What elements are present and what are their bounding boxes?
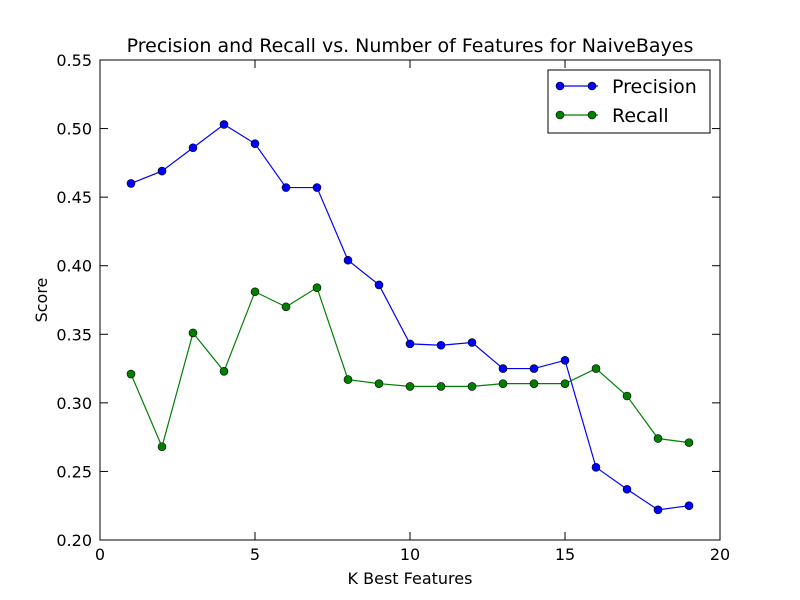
x-tick-label: 20 xyxy=(710,545,730,564)
point-recall-11 xyxy=(436,382,446,391)
point-precision-13 xyxy=(498,364,508,373)
y-tick-label: 0.30 xyxy=(56,394,92,413)
point-precision-3 xyxy=(188,143,198,153)
point-precision-5 xyxy=(250,139,260,148)
point-precision-8 xyxy=(343,255,353,265)
point-recall-14 xyxy=(529,379,539,388)
point-recall-1 xyxy=(126,369,136,379)
legend-label-recall: Recall xyxy=(612,105,669,127)
point-recall-6 xyxy=(281,302,291,312)
point-precision-1 xyxy=(126,179,136,188)
legend-frame xyxy=(547,69,711,134)
x-tick-label: 0 xyxy=(95,545,105,564)
point-precision-6 xyxy=(281,183,291,192)
series-layer xyxy=(126,120,694,515)
y-tick-label: 0.35 xyxy=(56,325,92,344)
y-tick-label: 0.45 xyxy=(56,188,92,207)
point-precision-2 xyxy=(157,166,167,176)
legend-marker-right-precision xyxy=(587,81,597,91)
y-tick-label: 0.55 xyxy=(56,51,92,70)
legend-marker-left-recall xyxy=(555,110,565,120)
point-precision-14 xyxy=(529,364,539,373)
chart-title: Precision and Recall vs. Number of Featu… xyxy=(127,35,694,57)
x-tick-label: 5 xyxy=(250,545,260,564)
x-tick-label: 10 xyxy=(400,545,420,564)
axis-layer: 0 5 10 15 20 0.20 0.25 0.30 0.35 0.40 0.45 0.50 0.55 xyxy=(56,51,730,564)
point-precision-12 xyxy=(467,338,477,347)
legend-label-precision: Precision xyxy=(612,76,697,98)
point-precision-10 xyxy=(405,339,415,349)
point-recall-19 xyxy=(684,438,694,447)
point-precision-4 xyxy=(219,120,229,129)
point-precision-18 xyxy=(653,505,663,515)
point-recall-13 xyxy=(498,379,508,388)
point-precision-16 xyxy=(591,463,601,472)
y-tick-label: 0.40 xyxy=(56,257,92,276)
y-axis-label: Score xyxy=(32,278,51,323)
point-recall-9 xyxy=(374,379,384,388)
point-recall-16 xyxy=(591,364,601,373)
point-precision-7 xyxy=(312,183,322,192)
point-recall-7 xyxy=(312,283,322,292)
point-recall-4 xyxy=(219,367,229,376)
point-precision-17 xyxy=(622,484,632,494)
point-recall-12 xyxy=(467,382,477,391)
legend: Precision Recall xyxy=(547,69,711,134)
point-precision-11 xyxy=(436,340,446,350)
legend-marker-right-recall xyxy=(587,110,597,120)
point-recall-3 xyxy=(188,328,198,338)
x-axis-label: K Best Features xyxy=(348,569,473,588)
point-precision-9 xyxy=(374,280,384,290)
point-recall-17 xyxy=(622,391,632,401)
point-recall-15 xyxy=(560,379,570,388)
y-tick-label: 0.50 xyxy=(56,120,92,139)
point-recall-2 xyxy=(157,442,167,452)
point-recall-8 xyxy=(343,375,353,384)
y-tick-label: 0.25 xyxy=(56,462,92,481)
x-tick-label: 15 xyxy=(555,545,575,564)
y-tick-label: 0.20 xyxy=(56,531,92,550)
point-precision-15 xyxy=(560,356,570,365)
point-precision-19 xyxy=(684,501,694,511)
point-recall-5 xyxy=(250,287,260,297)
point-recall-10 xyxy=(405,382,415,391)
legend-marker-left-precision xyxy=(555,81,565,91)
point-recall-18 xyxy=(653,434,663,443)
